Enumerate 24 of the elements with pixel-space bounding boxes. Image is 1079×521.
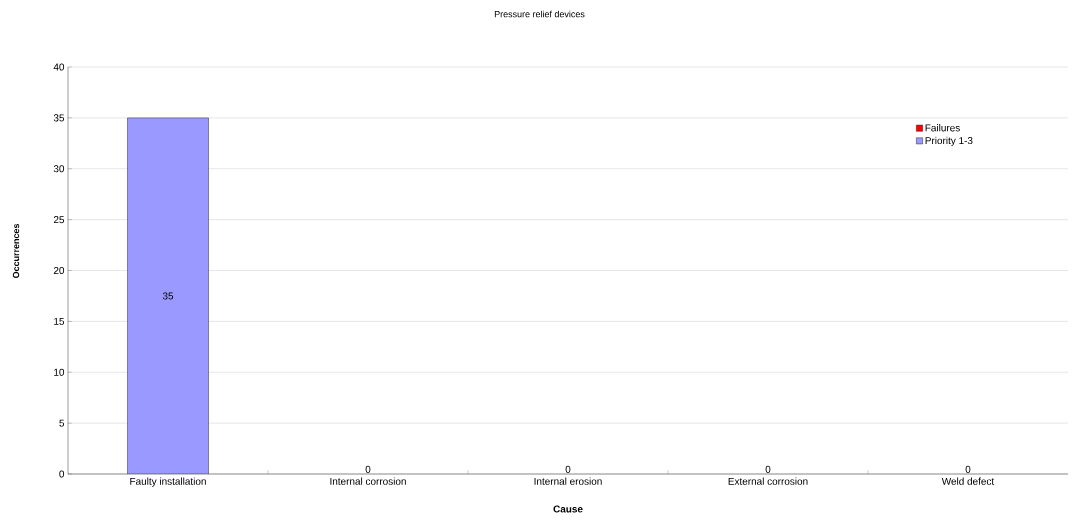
legend-label: Failures: [925, 124, 960, 132]
data-label: 0: [365, 465, 371, 473]
x-tick-label: Weld defect: [941, 477, 995, 485]
y-tick-label: 0: [59, 470, 65, 478]
y-tick-label: 20: [53, 266, 65, 275]
data-label: 0: [565, 465, 571, 473]
x-tick-label: Faulty installation: [130, 477, 206, 487]
y-tick-label: 25: [53, 216, 65, 224]
x-axis-title: Cause: [553, 505, 583, 513]
data-label: 35: [162, 292, 174, 300]
y-tick-label: 40: [53, 63, 65, 71]
y-tick-label: 5: [59, 419, 65, 427]
chart-title: Pressure relief devices: [494, 10, 585, 18]
data-label: 0: [765, 465, 771, 473]
y-tick-label: 30: [53, 165, 65, 173]
legend-label: Priority 1-3: [925, 136, 973, 147]
x-tick-label: Internal corrosion: [330, 477, 406, 485]
y-tick-label: 15: [54, 317, 65, 325]
y-tick-label: 35: [53, 114, 65, 122]
x-tick-label: Internal erosion: [534, 477, 602, 485]
y-tick-label: 10: [54, 368, 65, 376]
y-axis-title: Occurrences: [12, 223, 20, 279]
x-tick-label: External corrosion: [728, 477, 808, 485]
data-label: 0: [965, 465, 971, 473]
